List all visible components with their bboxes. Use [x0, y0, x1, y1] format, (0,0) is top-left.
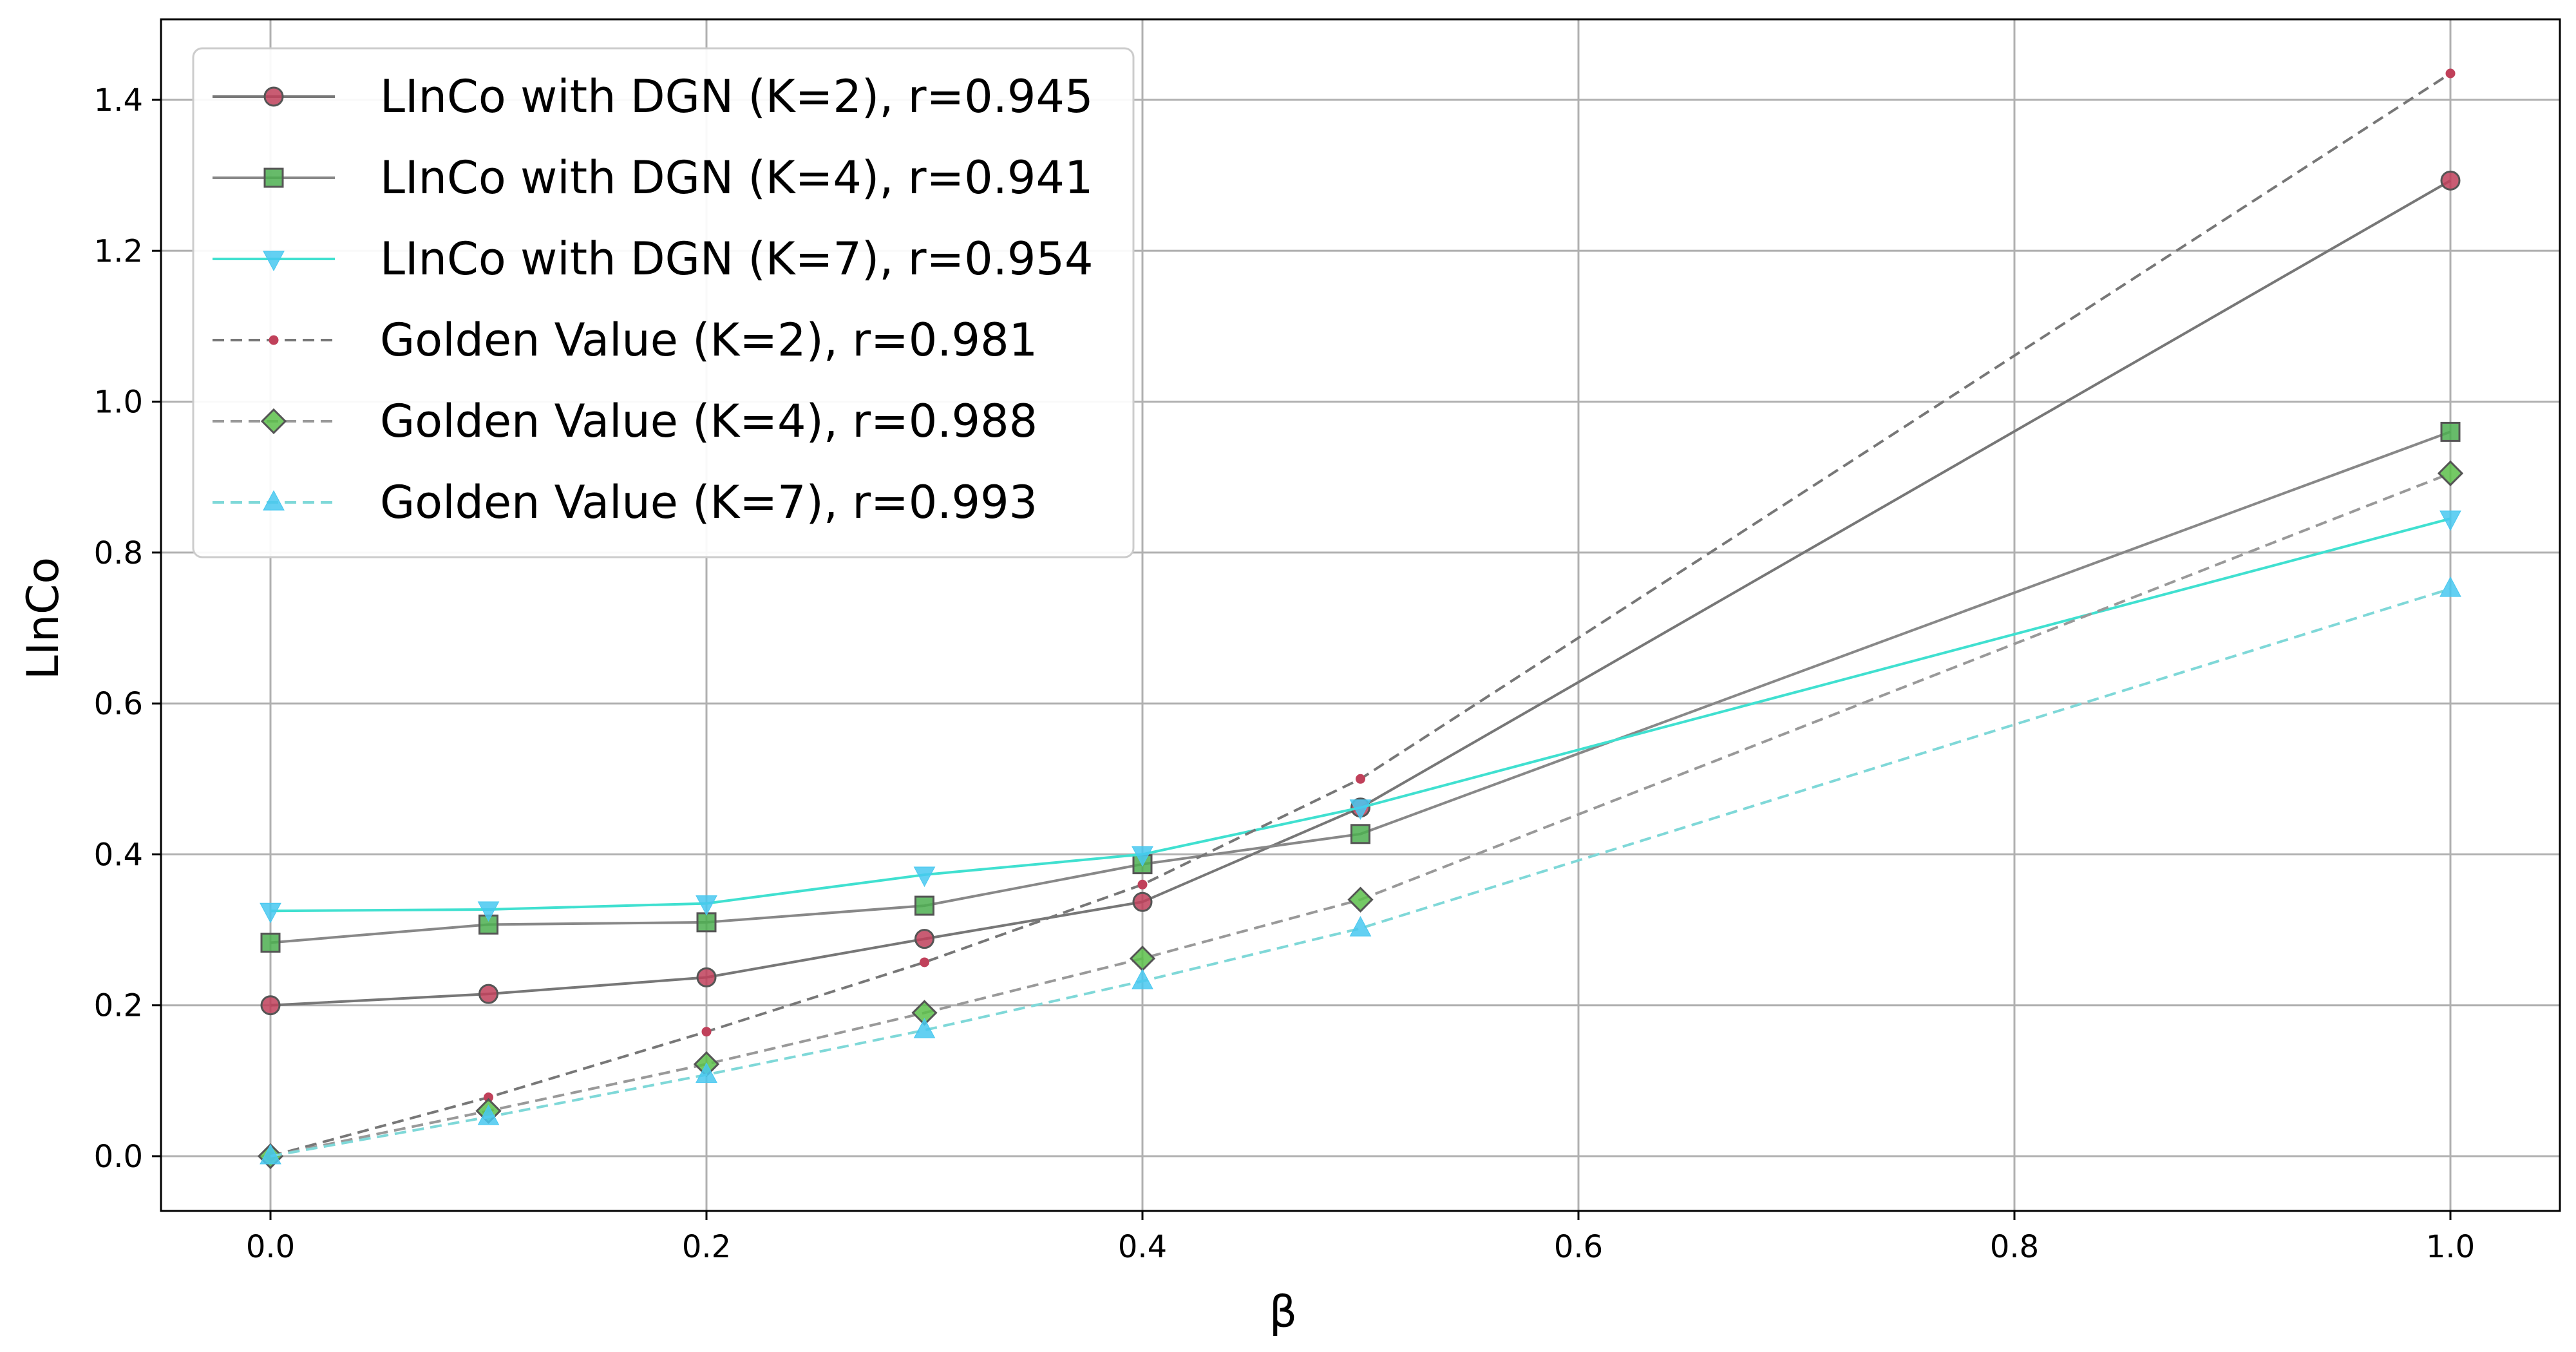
data-point [1132, 891, 1153, 912]
legend-marker [269, 335, 279, 345]
data-point [1132, 846, 1153, 867]
data-point [2439, 576, 2461, 597]
data-point [2439, 510, 2461, 531]
data-point [477, 901, 500, 922]
data-point [696, 1062, 717, 1083]
legend-item: Golden Value (K=4), r=0.988 [213, 395, 1037, 448]
data-point [696, 967, 717, 987]
data-point [1132, 969, 1153, 989]
data-point [920, 957, 929, 967]
data-point [478, 914, 498, 935]
x-axis-title: β [1269, 1287, 1297, 1338]
x-tick-label: 0.2 [682, 1229, 731, 1265]
data-point [260, 995, 281, 1016]
series-2 [260, 421, 2461, 953]
y-tick-label: 0.2 [94, 988, 143, 1024]
series-line [270, 587, 2451, 1157]
legend-marker [260, 408, 287, 435]
y-tick-label: 0.8 [94, 535, 143, 571]
data-point [2440, 421, 2461, 442]
legend-label: LInCo with DGN (K=4), r=0.941 [380, 151, 1094, 204]
legend-box [192, 47, 1135, 558]
legend-item: Golden Value (K=7), r=0.993 [213, 476, 1037, 529]
legend-item: LInCo with DGN (K=4), r=0.941 [213, 151, 1094, 204]
data-point [696, 912, 717, 933]
data-point [701, 1027, 712, 1037]
x-tick-label: 0.4 [1118, 1229, 1167, 1265]
data-point [914, 895, 934, 916]
y-tick-label: 1.2 [94, 233, 143, 269]
data-point [696, 895, 717, 916]
y-tick-label: 0.6 [94, 686, 143, 722]
data-point [1349, 799, 1372, 820]
legend: LInCo with DGN (K=2), r=0.945 LInCo with … [192, 47, 1135, 558]
data-point [1350, 824, 1370, 844]
legend-marker [263, 251, 285, 272]
data-point [260, 932, 281, 953]
data-point [2445, 68, 2456, 79]
legend-label: Golden Value (K=2), r=0.981 [380, 314, 1037, 367]
data-point [1356, 774, 1365, 784]
series-6 [260, 576, 2461, 1165]
legend-marker [263, 490, 285, 511]
legend-label: LInCo with DGN (K=2), r=0.945 [380, 70, 1094, 123]
x-tick-label: 0.8 [1990, 1229, 2039, 1265]
legend-marker [263, 86, 284, 107]
legend-label: Golden Value (K=4), r=0.988 [380, 395, 1037, 448]
x-tick-label: 0.0 [246, 1229, 295, 1265]
data-point [913, 866, 936, 888]
y-tick-label: 1.4 [94, 82, 143, 119]
data-point [478, 984, 498, 1004]
data-point [2440, 170, 2461, 191]
data-point [913, 1018, 936, 1038]
data-point [1129, 945, 1156, 972]
legend-label: Golden Value (K=7), r=0.993 [380, 476, 1037, 529]
series-3 [260, 510, 2461, 924]
data-point [2437, 460, 2464, 486]
x-tick-label: 1.0 [2426, 1229, 2475, 1265]
legend-marker [263, 167, 284, 188]
data-point [914, 929, 934, 949]
data-point [1347, 886, 1374, 913]
ticks: 0.0 0.2 0.4 0.6 0.8 1.0 0.0 0.2 0.4 0.6 0.8 1.0 1.2 1… [94, 82, 2476, 1265]
y-axis-title: LInCo [18, 557, 69, 680]
data-point [260, 902, 281, 924]
y-tick-label: 0.0 [94, 1139, 143, 1175]
y-tick-label: 0.4 [94, 837, 143, 873]
series-line [270, 517, 2451, 913]
legend-item: Golden Value (K=2), r=0.981 [213, 314, 1037, 367]
data-point [1137, 879, 1148, 890]
x-tick-label: 0.6 [1554, 1229, 1603, 1265]
series-group [257, 68, 2464, 1170]
plot-frame [160, 18, 2561, 1212]
y-tick-label: 1.0 [94, 385, 143, 421]
legend-item: LInCo with DGN (K=7), r=0.954 [213, 233, 1094, 285]
legend-label: LInCo with DGN (K=7), r=0.954 [380, 233, 1094, 285]
data-point [260, 1143, 281, 1165]
data-point [477, 1105, 500, 1125]
data-point [1349, 916, 1372, 937]
legend-item: LInCo with DGN (K=2), r=0.945 [213, 70, 1094, 123]
